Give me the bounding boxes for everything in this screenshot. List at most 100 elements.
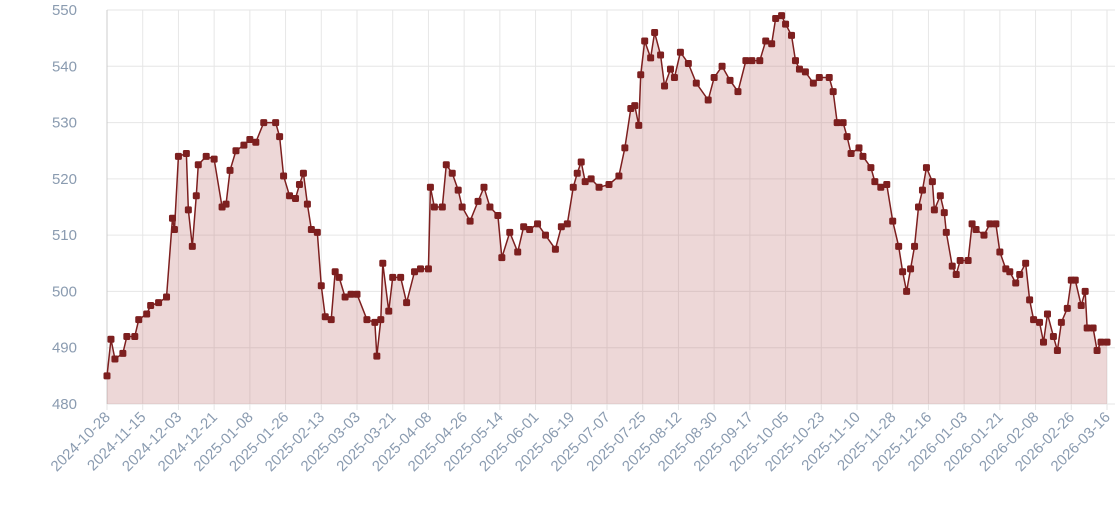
point [710, 74, 718, 82]
point [188, 242, 196, 250]
point [615, 172, 623, 180]
point [480, 183, 488, 191]
point [684, 59, 692, 67]
point [331, 268, 339, 276]
point [573, 169, 581, 177]
point [163, 293, 171, 301]
point [859, 152, 867, 160]
point [307, 226, 315, 234]
point [551, 245, 559, 253]
point [143, 310, 151, 318]
point [825, 74, 833, 82]
point [581, 178, 589, 186]
point [718, 62, 726, 70]
point [353, 290, 361, 298]
point [847, 150, 855, 158]
point [778, 12, 786, 20]
point [903, 287, 911, 295]
point [839, 119, 847, 127]
point [385, 307, 393, 315]
point [756, 57, 764, 65]
y-tick-label: 510 [52, 227, 77, 244]
point [915, 203, 923, 211]
point [661, 82, 669, 90]
point [922, 164, 930, 172]
point [577, 158, 585, 166]
y-tick-label: 540 [52, 58, 77, 75]
point [1077, 302, 1085, 309]
point [605, 180, 613, 188]
point [563, 220, 571, 228]
point [968, 220, 976, 228]
point [458, 203, 466, 211]
point [299, 169, 307, 177]
point [704, 96, 712, 104]
point [506, 228, 514, 236]
point [202, 152, 210, 160]
point [286, 192, 294, 200]
point [726, 76, 734, 84]
point [1097, 338, 1105, 346]
point [280, 172, 288, 180]
point [514, 248, 522, 256]
point [595, 183, 603, 191]
point [569, 183, 577, 191]
point [103, 372, 111, 380]
point [498, 254, 506, 262]
point [438, 203, 446, 211]
point [168, 214, 176, 222]
point [321, 313, 329, 321]
point [442, 161, 450, 169]
point [252, 138, 260, 146]
point [411, 268, 419, 276]
point [657, 51, 665, 59]
point [907, 265, 915, 273]
point [670, 74, 678, 82]
point [1040, 338, 1048, 346]
point [666, 65, 674, 73]
point [222, 200, 230, 208]
point [317, 282, 325, 290]
point [829, 88, 837, 96]
point [883, 180, 891, 188]
point [815, 74, 823, 82]
point [980, 231, 988, 239]
point [641, 37, 649, 45]
point [416, 265, 424, 273]
point [1016, 271, 1024, 279]
point [389, 273, 397, 281]
point [940, 209, 948, 217]
y-tick-label: 480 [52, 396, 77, 413]
point [486, 203, 494, 211]
point [276, 133, 284, 141]
point [871, 178, 879, 186]
point [526, 226, 534, 234]
point [948, 262, 956, 270]
point [347, 290, 355, 298]
point [637, 71, 645, 79]
point [272, 119, 280, 127]
point [762, 37, 770, 45]
point [448, 169, 456, 177]
point [466, 217, 474, 225]
point [930, 206, 938, 214]
point [635, 121, 643, 129]
point [131, 332, 139, 340]
point [335, 273, 343, 281]
point [1089, 324, 1097, 332]
point [1006, 268, 1014, 276]
point [895, 242, 903, 250]
point [403, 299, 411, 307]
point [772, 14, 780, 22]
point [889, 217, 897, 225]
point [1103, 338, 1111, 346]
point [956, 256, 964, 264]
point [327, 316, 335, 324]
point [119, 349, 127, 357]
point [192, 192, 200, 200]
point [1012, 279, 1020, 287]
point [795, 65, 803, 73]
point [692, 79, 700, 87]
